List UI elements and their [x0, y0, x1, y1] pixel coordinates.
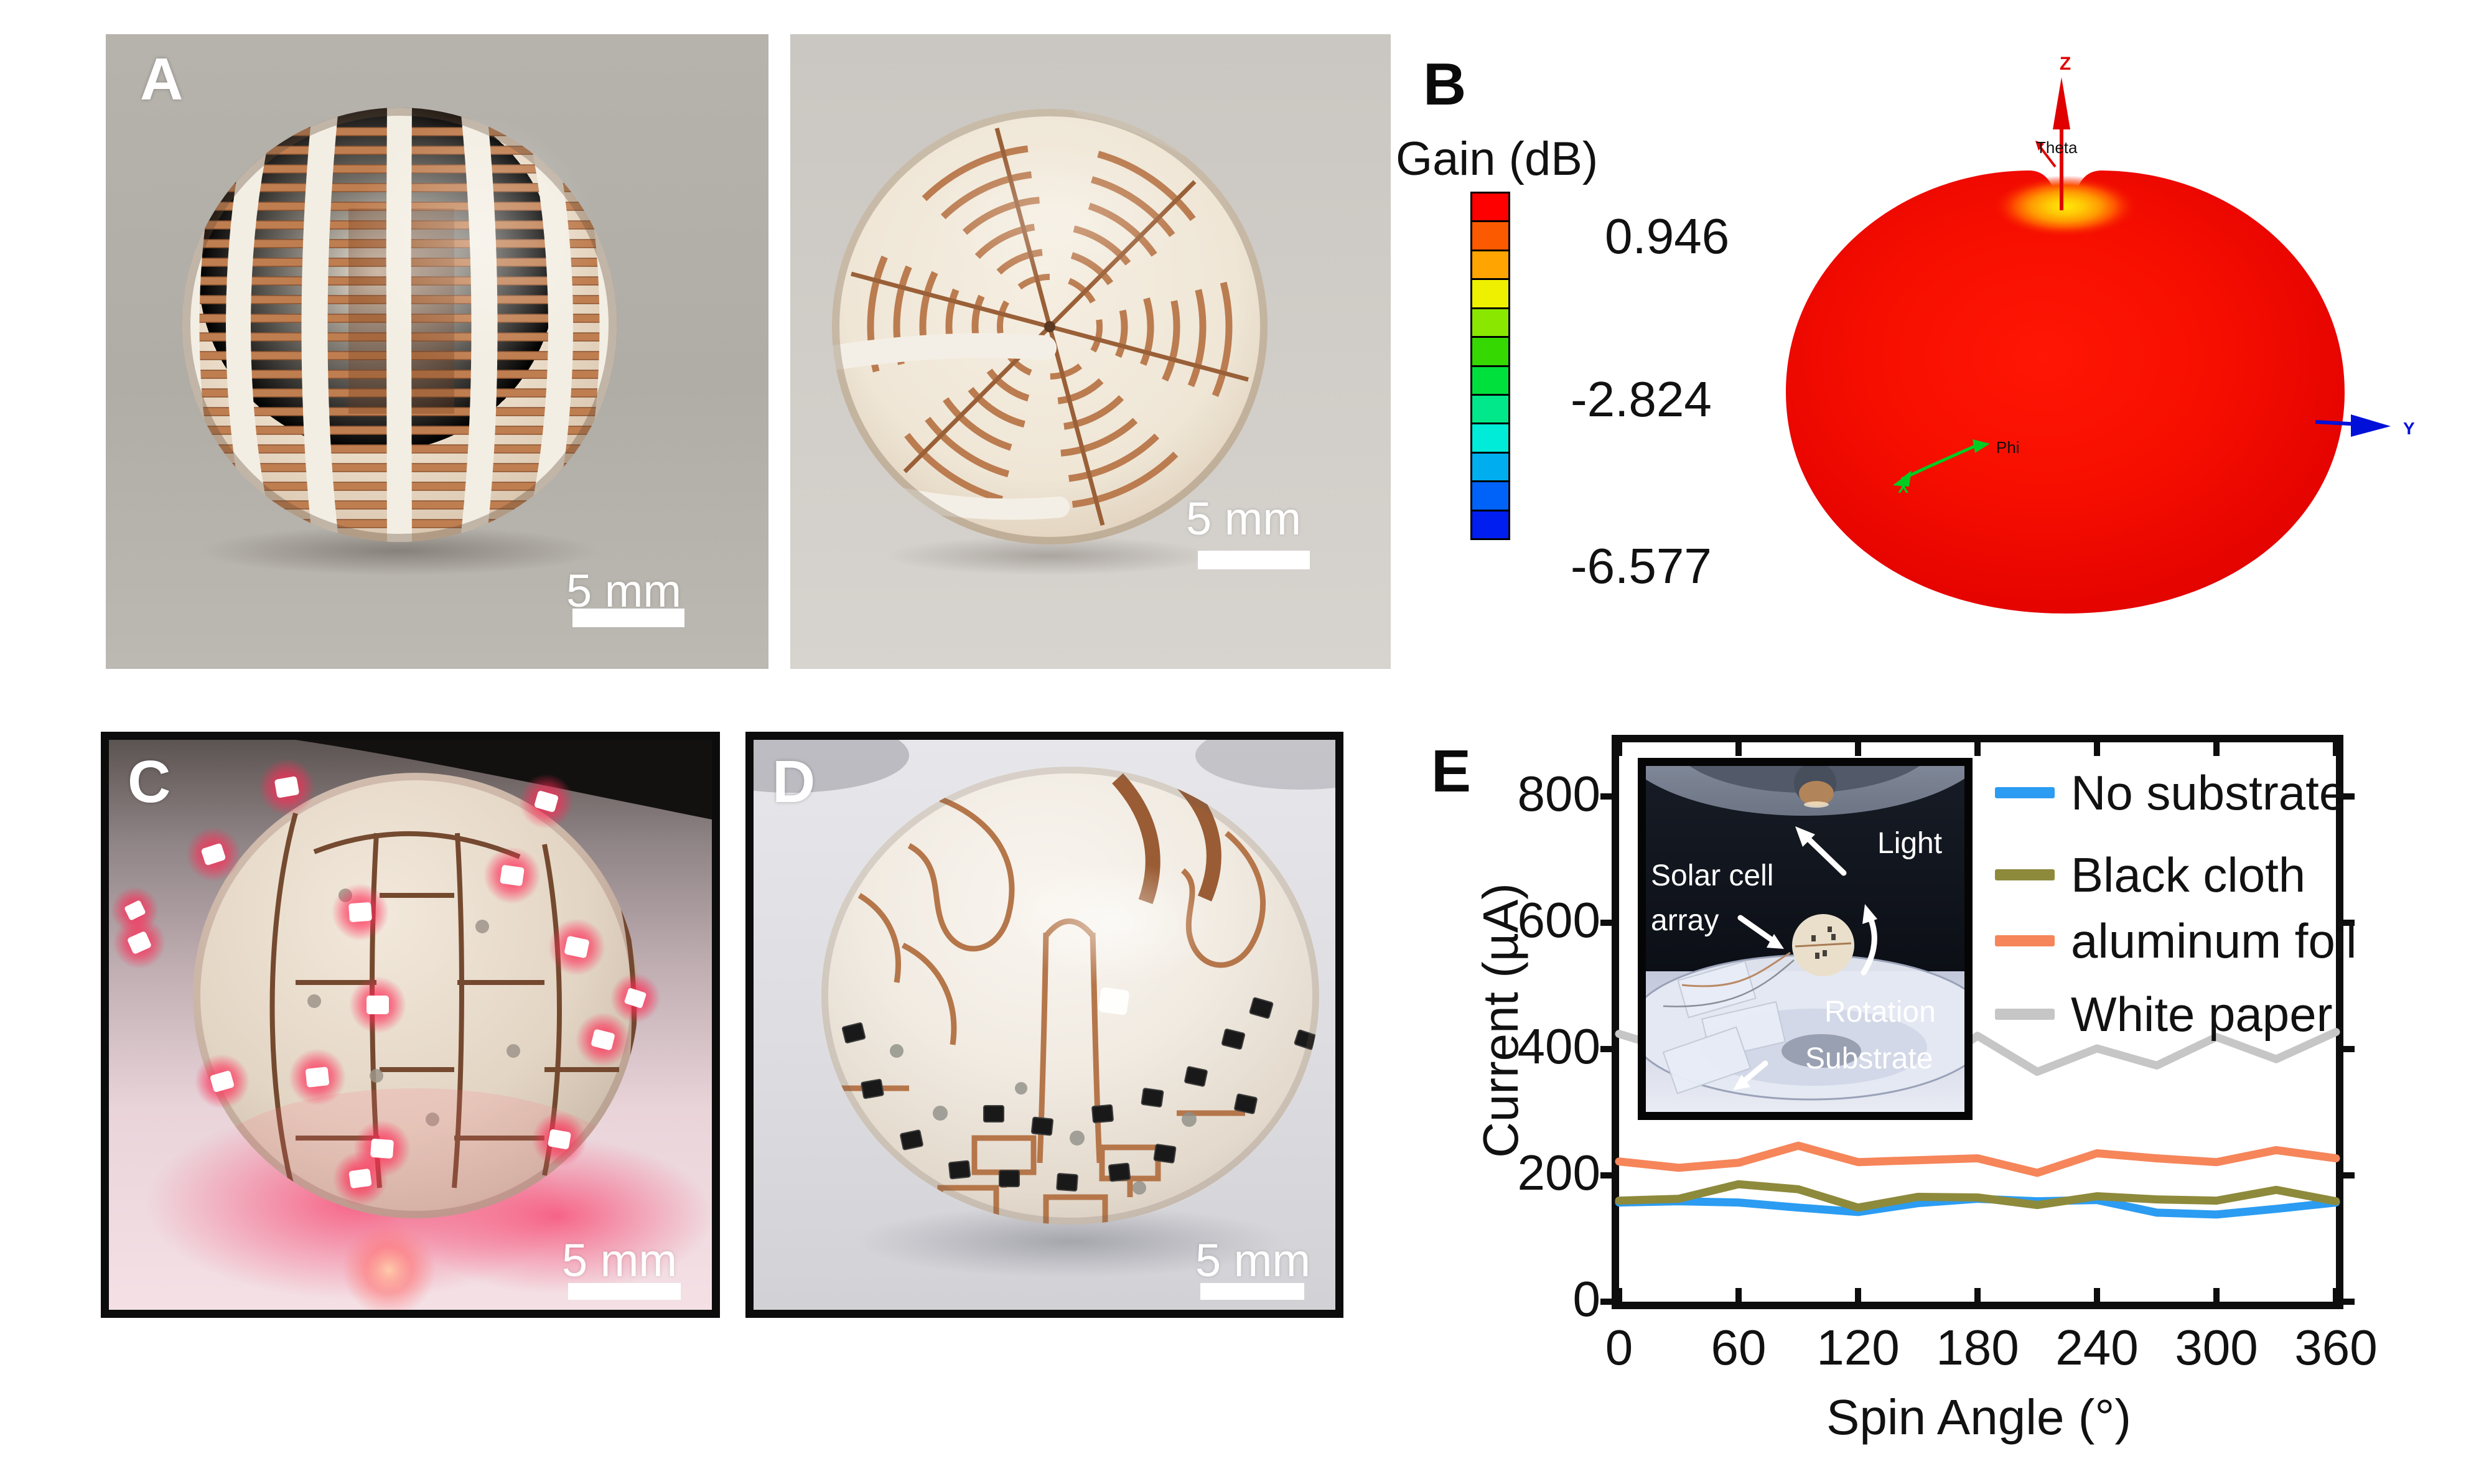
- gain-colorbar: [1470, 192, 1510, 541]
- x-phi-arrows: X Phi: [1893, 438, 2020, 497]
- experiment-setup-illustration: Light Solar cell array Rotation Substrat…: [1646, 766, 1964, 1112]
- panel-c-photo-led-sphere: C 5 mm: [101, 732, 720, 1318]
- substrate-arrow: [1740, 1060, 1768, 1085]
- x-tick-label-60: 60: [1711, 1320, 1767, 1375]
- radiation-pattern-3d: Z Theta Y X Phi: [1786, 54, 2415, 614]
- colorbar-tick-min: -6.577: [1571, 538, 1712, 594]
- legend-swatch: [1995, 869, 2055, 880]
- theta-arrow: Theta: [2035, 138, 2078, 168]
- y-axis-arrow: Y: [2315, 414, 2415, 438]
- x-axis-title: Spin Angle (°): [1826, 1389, 2132, 1445]
- panel-b-label: B: [1423, 51, 1467, 118]
- colorbar-segment-7: [1470, 393, 1510, 425]
- panel-c-label: C: [128, 749, 171, 815]
- x-tick-label-180: 180: [1936, 1320, 2019, 1375]
- colorbar-segment-5: [1470, 336, 1510, 367]
- legend-swatch: [1995, 1009, 2055, 1020]
- y-tick-label-400: 400: [1517, 1019, 1600, 1074]
- inset-substrate-label: Substrate: [1805, 1042, 1933, 1075]
- experiment-setup-inset: Light Solar cell array Rotation Substrat…: [1638, 758, 1973, 1120]
- legend-label: White paper: [2071, 987, 2333, 1042]
- panel-a-label: A: [140, 46, 184, 113]
- series-line-aluminum-foil: [1615, 1141, 2340, 1177]
- legend-swatch: [1995, 935, 2055, 946]
- legend-label: Black cloth: [2071, 847, 2306, 902]
- gain-peak-dimple: [1992, 175, 2139, 238]
- legend-label: No substrate: [2071, 765, 2347, 820]
- meander-sphere-illustration: [182, 108, 617, 576]
- inset-solar-cell-label-2: array: [1651, 904, 1719, 937]
- x-tick-label-240: 240: [2055, 1320, 2139, 1375]
- solar-cell-arrow: [1737, 915, 1777, 945]
- x-tick-label-0: 0: [1605, 1320, 1633, 1375]
- series-line-black-cloth: [1615, 1180, 2340, 1212]
- solar-sphere-illustration: [754, 740, 1335, 1310]
- x-tick-label-360: 360: [2294, 1320, 2378, 1375]
- radiation-blob: [1786, 170, 2345, 614]
- panel-c-scale-label: 5 mm: [562, 1234, 677, 1286]
- y-axis-label: Y: [2403, 419, 2415, 438]
- legend-item-aluminum-foil: aluminum foil: [1995, 911, 2357, 971]
- colorbar-title: Gain (dB): [1396, 133, 1599, 185]
- theta-label: Theta: [2036, 138, 2078, 157]
- colorbar-segment-2: [1470, 249, 1510, 281]
- phi-label: Phi: [1996, 438, 2020, 457]
- x-tick-label-300: 300: [2175, 1320, 2258, 1375]
- spoke-sphere-illustration: [832, 109, 1268, 576]
- panel-a-right-scale-label: 5 mm: [1186, 493, 1301, 544]
- colorbar-segment-10: [1470, 480, 1510, 511]
- led-sphere-illustration: [109, 740, 712, 1310]
- panel-a-left-scale-bar: [572, 609, 684, 627]
- colorbar-tick-max: 0.946: [1605, 208, 1730, 264]
- panel-e-label: E: [1431, 738, 1472, 805]
- inset-light-label: Light: [1877, 827, 1942, 860]
- legend-item-no-substrate: No substrate: [1995, 763, 2346, 823]
- x-tick-label-120: 120: [1816, 1320, 1900, 1375]
- legend-label: aluminum foil: [2071, 913, 2357, 968]
- y-tick-label-600: 600: [1517, 892, 1600, 948]
- panel-d-scale-bar: [1200, 1283, 1304, 1300]
- colorbar-tick-mid: -2.824: [1571, 371, 1712, 427]
- colorbar-segment-6: [1470, 365, 1510, 396]
- legend-item-black-cloth: Black cloth: [1995, 845, 2305, 905]
- y-tick-label-0: 0: [1572, 1271, 1601, 1327]
- panel-a-right-scale-bar: [1198, 551, 1310, 569]
- panel-c-scale-bar: [568, 1283, 681, 1300]
- panel-d-photo-solar-sphere: D 5 mm: [745, 732, 1343, 1318]
- colorbar-segment-1: [1470, 220, 1510, 251]
- colorbar-segment-9: [1470, 451, 1510, 483]
- panel-d-label: D: [772, 749, 816, 815]
- chart-legend: No substrate Black cloth aluminum foil Whit…: [1995, 763, 2368, 1038]
- panel-a-photo-spoke-sphere: 5 mm: [790, 34, 1391, 669]
- inset-rotation-label: Rotation: [1824, 996, 1936, 1029]
- light-arrow: [1806, 836, 1847, 876]
- colorbar-segment-3: [1470, 278, 1510, 309]
- solar-cells: [831, 997, 1317, 1192]
- colorbar-segment-0: [1470, 192, 1510, 223]
- y-tick-label-800: 800: [1517, 766, 1600, 821]
- led-array: [111, 758, 660, 1206]
- panel-a-left-scale-label: 5 mm: [566, 565, 681, 617]
- panel-a-photo-meander-sphere: A 5 mm: [106, 34, 768, 669]
- y-tick-label-200: 200: [1517, 1145, 1600, 1200]
- panel-d-scale-label: 5 mm: [1195, 1234, 1310, 1286]
- colorbar-segment-8: [1470, 422, 1510, 454]
- inset-solar-cell-label-1: Solar cell: [1651, 859, 1773, 892]
- colorbar-segment-11: [1470, 509, 1510, 541]
- legend-item-white-paper: White paper: [1995, 984, 2333, 1044]
- z-axis-label: Z: [2060, 54, 2071, 74]
- x-axis-label: X: [1898, 478, 1909, 497]
- legend-swatch: [1995, 787, 2055, 798]
- z-axis-arrow: Z: [2053, 54, 2071, 210]
- colorbar-segment-4: [1470, 307, 1510, 338]
